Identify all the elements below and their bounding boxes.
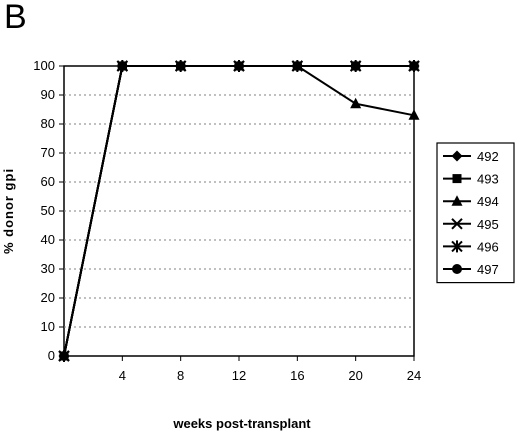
y-tick-label: 20 [41, 290, 55, 305]
legend-box [436, 142, 515, 284]
x-tick-label: 8 [177, 368, 184, 383]
panel-label: B [4, 0, 27, 36]
data-point [59, 351, 69, 361]
y-tick-label: 70 [41, 145, 55, 160]
legend-label: 493 [477, 172, 499, 187]
square-marker [452, 174, 462, 184]
legend-entry: 497 [443, 262, 499, 277]
legend: 492 493 494 495 496 497 [436, 142, 515, 284]
legend-entry: 495 [443, 217, 499, 232]
diamond-marker [451, 150, 463, 162]
y-tick-label: 80 [41, 116, 55, 131]
legend-entry: 492 [443, 149, 499, 164]
x-tick-label: 20 [348, 368, 362, 383]
legend-entry: 493 [443, 172, 499, 187]
triangle-marker [451, 195, 463, 206]
data-point [117, 61, 128, 71]
data-point [408, 109, 420, 120]
data-point [409, 61, 419, 71]
data-point [234, 61, 244, 71]
x-tick-label: 16 [290, 368, 304, 383]
data-point [292, 61, 303, 71]
y-tick-label: 60 [41, 174, 55, 189]
legend-label: 492 [477, 149, 499, 164]
y-tick-label: 30 [41, 261, 55, 276]
y-tick-label: 40 [41, 232, 55, 247]
x-tick-label: 12 [232, 368, 246, 383]
x-tick-label: 4 [119, 368, 126, 383]
series-497 [59, 61, 419, 361]
legend-label: 497 [477, 262, 499, 277]
x-marker-stroke [451, 218, 463, 230]
circle-marker [452, 264, 462, 274]
x-tick-label: 24 [407, 368, 421, 383]
y-tick-label: 100 [33, 58, 55, 73]
x-axis-title: weeks post-transplant [172, 416, 311, 431]
legend-label: 496 [477, 239, 499, 254]
series-494 [58, 60, 420, 361]
data-point [350, 61, 361, 71]
y-tick-label: 0 [48, 348, 55, 363]
y-axis-title: % donor gpi [1, 168, 16, 254]
y-tick-label: 50 [41, 203, 55, 218]
y-tick-label: 10 [41, 319, 55, 334]
star-marker [451, 240, 463, 253]
legend-label: 494 [477, 194, 499, 209]
legend-entry: 494 [443, 194, 499, 209]
data-point [350, 97, 362, 109]
legend-label: 495 [477, 217, 499, 232]
y-tick-label: 90 [41, 87, 55, 102]
data-point [175, 61, 186, 71]
legend-entry: 496 [443, 239, 499, 254]
x-marker [451, 218, 463, 230]
